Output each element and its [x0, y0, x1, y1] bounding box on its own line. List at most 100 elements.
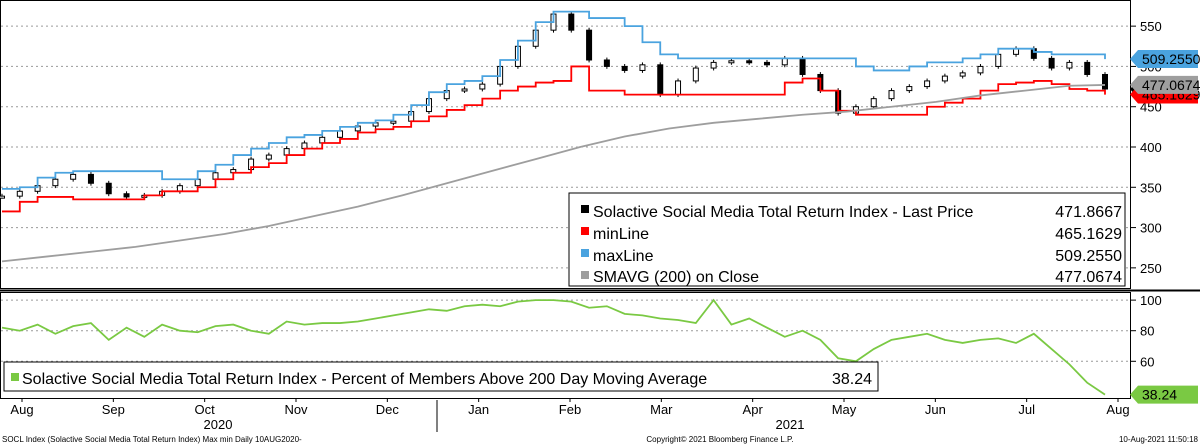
y-tick-label-1-0: 60 — [1140, 354, 1154, 369]
candle-body-34 — [603, 59, 610, 67]
legend-swatch-percent-above-200dma — [11, 373, 19, 381]
legend-label-maxline: maxLine — [593, 248, 654, 265]
y-tick-label-0-1: 300 — [1140, 221, 1162, 236]
candle-body-11 — [194, 178, 201, 187]
candle-body-27 — [479, 83, 486, 90]
x-tick-label-8: Apr — [743, 402, 764, 417]
candle-body-62 — [1102, 73, 1108, 90]
x-tick-label-7: Mar — [650, 402, 673, 417]
x-year-label-1: 2021 — [776, 417, 805, 432]
series-0-2-line — [2, 10, 1106, 190]
candle-body-59 — [1048, 57, 1055, 69]
footer-timestamp: 10-Aug-2021 11:50:18 — [1119, 435, 1199, 444]
candle-body-15 — [265, 154, 272, 160]
legend-value-smavg: 477.0674 — [1055, 269, 1122, 286]
legend-swatch-last-price — [581, 205, 589, 213]
candle-body-12 — [212, 172, 219, 180]
candle-body-39 — [692, 67, 699, 82]
y-tick-label-0-6: 550 — [1140, 19, 1162, 34]
legend-value-minline: 465.1629 — [1055, 226, 1122, 243]
candle-body-36 — [639, 64, 646, 71]
candle-body-54 — [959, 72, 966, 77]
candle-body-1 — [16, 190, 23, 197]
x-tick-label-11: Jul — [1018, 402, 1035, 417]
candle-body-60 — [1066, 61, 1073, 69]
candle-body-0 — [0, 195, 5, 199]
x-tick-label-2: Oct — [195, 402, 216, 417]
y-axis-ticks: 2503003504004505005506080100 — [1130, 19, 1162, 369]
candle-body-61 — [1084, 61, 1091, 75]
legend-swatch-smavg — [581, 271, 589, 279]
candle-body-40 — [710, 61, 717, 69]
upper-legend: Solactive Social Media Total Return Inde… — [568, 192, 1126, 287]
series-0-2-tag-bg — [1130, 49, 1198, 68]
upper-legend-box — [568, 192, 1126, 287]
x-tick-label-3: Nov — [284, 402, 308, 417]
legend-value-maxline: 509.2550 — [1055, 248, 1122, 265]
candle-body-7 — [123, 193, 130, 198]
candle-body-6 — [105, 182, 112, 195]
x-tick-label-1: Sep — [102, 402, 125, 417]
legend-value-percent-above-200dma: 38.24 — [832, 371, 872, 388]
candle-body-33 — [586, 29, 593, 61]
candle-body-22 — [390, 120, 397, 124]
candle-body-50 — [888, 90, 895, 100]
candle-body-56 — [995, 53, 1002, 67]
candle-body-44 — [781, 57, 788, 66]
series-0-3-line — [1, 84, 1106, 263]
candle-body-43 — [763, 61, 770, 66]
legend-swatch-maxline — [581, 249, 589, 257]
candle-body-26 — [461, 88, 468, 92]
candle-body-55 — [977, 65, 984, 74]
x-tick-label-10: Jun — [925, 402, 946, 417]
candle-body-38 — [675, 80, 682, 96]
lower-legend: Solactive Social Media Total Return Inde… — [3, 361, 879, 392]
y-tick-label-1-1: 80 — [1140, 324, 1154, 339]
x-tick-label-4: Dec — [376, 402, 400, 417]
candle-body-4 — [70, 173, 77, 180]
candle-body-49 — [870, 98, 877, 108]
lower-legend-box — [3, 361, 879, 392]
candle-body-37 — [657, 64, 664, 96]
series-0-3-tag-value: 477.0674 — [1142, 77, 1200, 93]
series-1-0-tag-value: 38.24 — [1142, 387, 1177, 403]
series-layer — [0, 10, 1108, 396]
candle-body-51 — [906, 86, 913, 92]
series-1-0-line — [1, 298, 1106, 396]
x-tick-label-12: Aug — [1106, 402, 1129, 417]
legend-label-percent-above-200dma: Solactive Social Media Total Return Inde… — [22, 371, 707, 388]
x-tick-label-9: May — [832, 402, 857, 417]
x-tick-label-0: Aug — [10, 402, 33, 417]
series-0-3-tag-bg — [1130, 75, 1198, 94]
x-tick-label-5: Jan — [468, 402, 489, 417]
y-tick-label-0-2: 350 — [1140, 180, 1162, 195]
y-tick-label-1-2: 100 — [1140, 293, 1162, 308]
candle-body-16 — [283, 148, 290, 156]
candle-body-19 — [337, 130, 344, 138]
legend-label-smavg: SMAVG (200) on Close — [593, 269, 759, 286]
candle-body-52 — [924, 80, 931, 88]
candle-body-42 — [746, 60, 753, 64]
series-1-0-tag-bg — [1130, 385, 1198, 404]
y-tick-label-0-3: 400 — [1140, 140, 1162, 155]
legend-swatch-minline — [581, 227, 589, 235]
candle-body-45 — [799, 57, 806, 75]
candle-body-3 — [52, 178, 59, 187]
series-0-1-line — [2, 65, 1106, 213]
candle-body-32 — [568, 13, 575, 31]
candle-body-53 — [941, 75, 948, 82]
legend-label-last-price: Solactive Social Media Total Return Inde… — [593, 204, 973, 221]
candle-body-41 — [728, 60, 735, 64]
x-axis: Aug Sep Oct Nov Dec Jan Feb Mar Apr May Jun Jul Aug 2… — [10, 398, 1130, 432]
footer-source: SOCL Index (Solactive Social Media Total… — [2, 435, 302, 444]
x-year-label-0: 2020 — [204, 417, 233, 432]
legend-value-last-price: 471.8667 — [1055, 204, 1122, 221]
footer-copyright: Copyright© 2021 Bloomberg Finance L.P. — [646, 435, 793, 444]
legend-label-minline: minLine — [593, 226, 649, 243]
y-tick-label-0-0: 250 — [1140, 261, 1162, 276]
series-0-2-tag-value: 509.2550 — [1142, 51, 1200, 67]
x-tick-label-6: Feb — [559, 402, 581, 417]
candle-body-35 — [621, 65, 628, 71]
